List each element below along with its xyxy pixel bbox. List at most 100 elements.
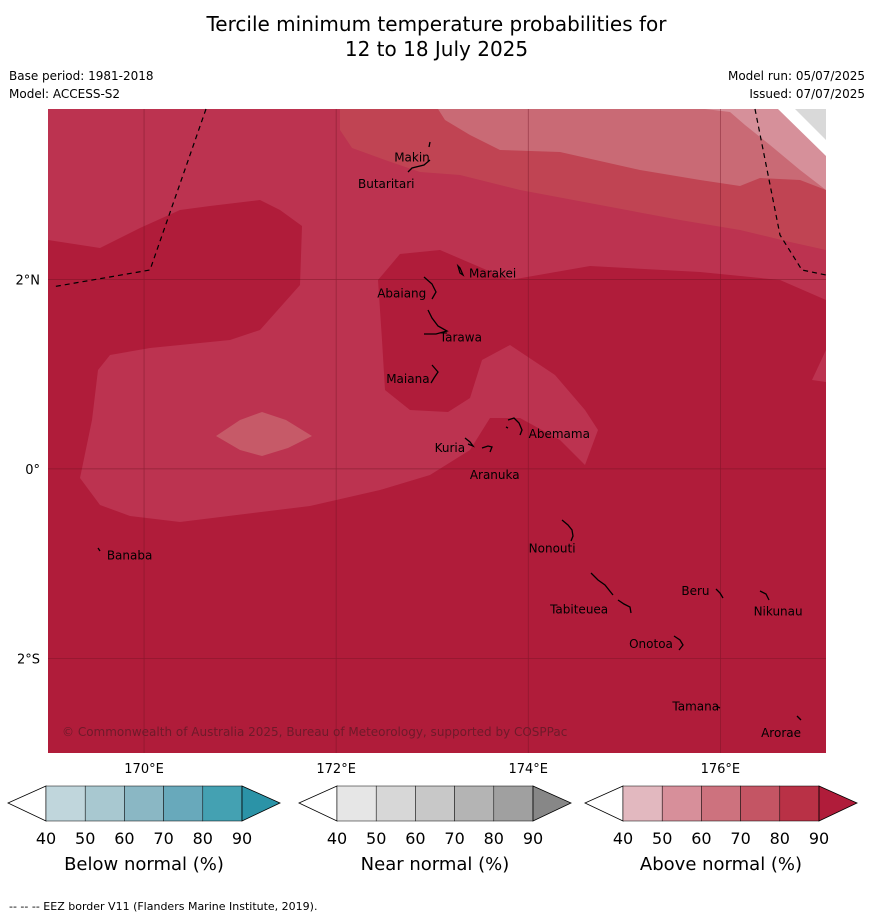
region-near-normal-grey — [795, 109, 826, 140]
place-label: Nonouti — [529, 541, 576, 555]
issued-date: Issued: 07/07/2025 — [749, 87, 865, 101]
place-label: Arorae — [761, 726, 801, 740]
place-labels: Makin Butaritari Marakei Abaiang Tarawa Maian… — [107, 151, 803, 740]
island-tamana — [715, 705, 721, 709]
colorbar-tick-label: 60 — [405, 829, 426, 848]
colorbar-near-normal: 40 50 60 70 80 90 Near normal (%) — [298, 785, 572, 875]
colorbar-below-normal: 40 50 60 70 80 90 Below normal (%) — [7, 785, 281, 875]
place-label: Abemama — [529, 427, 590, 441]
colorbar-swatch — [336, 785, 377, 822]
meta-left: Base period: 1981-2018 Model: ACCESS-S2 — [9, 69, 154, 105]
lat-tick-label: 2°S — [17, 652, 40, 667]
place-label: Beru — [681, 584, 709, 598]
base-period: Base period: 1981-2018 — [9, 69, 154, 83]
lon-tick-label: 170°E — [124, 762, 164, 777]
lon-tick-label: 172°E — [316, 762, 356, 777]
place-label: Banaba — [107, 548, 153, 562]
colorbar-tick-label: 90 — [522, 829, 544, 848]
island-kuria — [464, 437, 475, 448]
place-label: Tamana — [671, 700, 719, 714]
place-label: Maiana — [386, 372, 429, 386]
place-label: Tarawa — [439, 330, 482, 344]
lat-tick-label: 2°N — [16, 273, 41, 288]
islands — [97, 141, 802, 721]
region-above-50 — [705, 109, 826, 190]
place-label: Marakei — [469, 266, 516, 280]
colorbar-tick-label: 50 — [366, 829, 387, 848]
colorbar-swatch — [493, 785, 534, 822]
island-beru — [715, 588, 724, 599]
colorbar-below-ticks: 40 50 60 70 80 90 — [8, 829, 280, 849]
colorbar-above-swatches — [584, 785, 858, 822]
island-nonouti — [561, 519, 574, 542]
colorbar-extend-high — [241, 785, 281, 822]
colorbar-tick-label: 80 — [483, 829, 504, 848]
island-aranuka — [481, 445, 493, 453]
colorbar-extend-low — [7, 785, 47, 822]
island-marakei — [456, 263, 465, 277]
colorbar-tick-label: 90 — [808, 829, 830, 848]
colorbar-tick-label: 50 — [652, 829, 673, 848]
colorbar-tick-label: 50 — [75, 829, 96, 848]
colorbar-tick-label: 60 — [114, 829, 135, 848]
colorbar-tick-label: 70 — [153, 829, 174, 848]
colorbar-tick-label: 40 — [35, 829, 57, 848]
colorbar-above-label: Above normal (%) — [639, 854, 803, 875]
eez-border — [51, 108, 827, 288]
colorbar-swatch — [163, 785, 204, 822]
region-above-70-patch — [216, 412, 312, 456]
colorbar-below-swatches — [7, 785, 281, 822]
colorbar-near-ticks: 40 50 60 70 80 90 — [299, 829, 571, 849]
eez-border-east — [754, 108, 827, 276]
island-abaiang — [423, 276, 437, 300]
colorbar-tick-label: 40 — [612, 829, 634, 848]
colorbar-swatch — [454, 785, 495, 822]
colorbar-below-label: Below normal (%) — [64, 854, 224, 875]
title-line-2: 12 to 18 July 2025 — [344, 37, 529, 61]
colorbar-tick-label: 40 — [326, 829, 348, 848]
place-label: Makin — [394, 151, 430, 165]
place-label: Kuria — [435, 441, 466, 455]
colorbar-tick-label: 90 — [231, 829, 253, 848]
island-banaba — [97, 547, 101, 552]
lon-tick-label: 176°E — [701, 762, 741, 777]
colorbar-extend-high — [818, 785, 858, 822]
place-label: Abaiang — [377, 287, 426, 301]
title-line-1: Tercile minimum temperature probabilitie… — [206, 12, 667, 36]
place-label: Tabiteuea — [549, 603, 608, 617]
colorbar-near-label: Near normal (%) — [360, 854, 510, 875]
colorbar-swatch — [740, 785, 781, 822]
colorbar-tick-label: 70 — [444, 829, 465, 848]
axis-labels: 170°E 172°E 174°E 176°E 2°N 0° 2°S — [16, 273, 741, 777]
island-tabiteuea — [590, 572, 632, 614]
colorbar-swatch — [84, 785, 125, 822]
eez-border-west — [51, 108, 207, 288]
lat-tick-label: 0° — [25, 463, 40, 478]
model-run: Model run: 05/07/2025 — [727, 69, 865, 83]
colorbar-tick-label: 80 — [769, 829, 790, 848]
colorbar-near-swatches — [298, 785, 572, 822]
meta-right: Model run: 05/07/2025 Issued: 07/07/2025 — [728, 69, 865, 105]
colorbar-swatch — [661, 785, 702, 822]
colorbar-swatch — [415, 785, 455, 822]
colorbar-extend-high — [532, 785, 572, 822]
place-label: Butaritari — [358, 177, 415, 191]
lon-tick-label: 174°E — [508, 762, 548, 777]
colorbar-tick-label: 70 — [730, 829, 751, 848]
colorbar-above-normal: 40 50 60 70 80 90 Above normal (%) — [584, 785, 858, 875]
island-onotoa — [673, 635, 684, 651]
island-maiana — [430, 364, 439, 384]
colorbar-swatch — [622, 785, 663, 822]
colorbar-tick-label: 60 — [691, 829, 712, 848]
colorbar-swatch — [202, 785, 243, 822]
copyright-text: © Commonwealth of Australia 2025, Bureau… — [62, 725, 567, 739]
region-above-60 — [438, 109, 826, 190]
chart-title: Tercile minimum temperature probabilitie… — [0, 12, 873, 62]
island-tarawa — [424, 309, 449, 335]
place-label: Nikunau — [754, 605, 803, 619]
colorbar-swatch — [124, 785, 164, 822]
region-above-80 — [48, 109, 826, 522]
gridlines — [48, 109, 826, 753]
model-name: Model: ACCESS-S2 — [9, 87, 121, 101]
